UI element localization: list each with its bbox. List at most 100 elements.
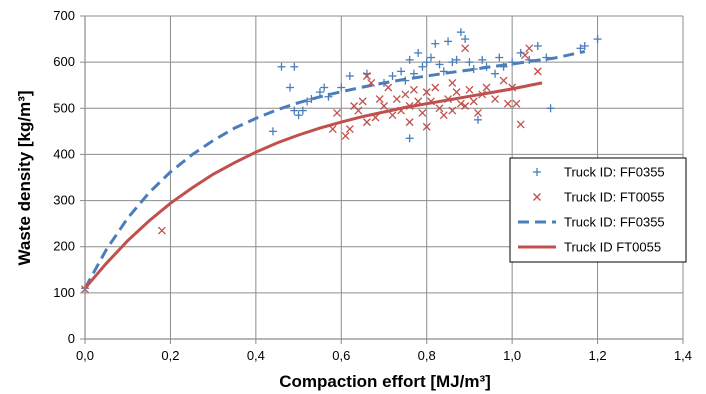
data-point-x	[456, 99, 465, 108]
data-point-plus	[268, 127, 277, 136]
data-point-x	[375, 95, 384, 104]
marker-stroke	[422, 88, 431, 97]
data-point-plus	[315, 88, 324, 97]
marker-stroke	[503, 99, 512, 108]
marker-stroke	[397, 106, 406, 115]
marker-stroke	[422, 122, 431, 131]
marker-stroke	[375, 95, 384, 104]
data-point-plus	[473, 115, 482, 124]
marker-stroke	[512, 99, 521, 108]
data-point-plus	[405, 55, 414, 64]
x-axis-title: Compaction effort [MJ/m³]	[279, 372, 491, 391]
data-point-plus	[482, 62, 491, 71]
marker-stroke	[388, 111, 397, 120]
axes: 0 100 200 300 400 500 600 700 0,0 0,2 0,4 0,6 0,8 1,0…	[53, 8, 692, 363]
data-point-x	[499, 76, 508, 85]
y-tick-label: 0	[68, 331, 75, 346]
marker-stroke	[384, 83, 393, 92]
marker-stroke	[328, 125, 337, 134]
marker-stroke	[491, 95, 500, 104]
x-tick-label: 0,2	[161, 348, 179, 363]
data-point-x	[520, 51, 529, 60]
y-tick-label: 700	[53, 8, 75, 23]
data-point-x	[448, 78, 457, 87]
data-point-plus	[388, 71, 397, 80]
data-point-plus	[461, 35, 470, 44]
marker-stroke	[358, 97, 367, 106]
data-point-plus	[542, 53, 551, 62]
data-point-plus	[324, 92, 333, 101]
data-point-plus	[307, 95, 316, 104]
data-point-plus	[418, 62, 427, 71]
y-axis-title: Waste density [kg/m³]	[15, 90, 34, 265]
legend-box	[509, 157, 687, 263]
data-point-x	[414, 97, 423, 106]
data-point-plus	[303, 97, 312, 106]
marker-stroke	[345, 125, 354, 134]
data-point-x	[448, 106, 457, 115]
x-tick-label: 0,4	[247, 348, 265, 363]
data-point-plus	[397, 67, 406, 76]
marker-stroke	[444, 95, 453, 104]
data-point-plus	[337, 83, 346, 92]
legend: Truck ID: FF0355 Truck ID: FT0055 Truck ID…	[509, 157, 687, 263]
data-point-plus	[495, 53, 504, 62]
data-point-plus	[320, 83, 329, 92]
data-point-x	[422, 88, 431, 97]
data-point-plus	[508, 58, 517, 67]
data-point-x	[157, 226, 166, 235]
data-point-x	[354, 106, 363, 115]
data-point-x	[367, 78, 376, 87]
y-tick-label: 100	[53, 285, 75, 300]
data-point-plus	[431, 39, 440, 48]
marker-stroke	[508, 83, 517, 92]
marker-stroke	[461, 102, 470, 110]
data-point-x	[465, 85, 474, 94]
marker-stroke	[350, 102, 359, 110]
legend-item: Truck ID: FF0355	[518, 215, 665, 230]
data-point-x	[452, 88, 461, 97]
y-tick-label: 400	[53, 146, 75, 161]
x-tick-label: 1,2	[589, 348, 607, 363]
marker-stroke	[435, 104, 444, 113]
data-point-plus	[426, 53, 435, 62]
y-tick-label: 200	[53, 239, 75, 254]
legend-label: Truck ID: FF0355	[564, 215, 665, 230]
marker-stroke	[516, 120, 525, 129]
data-point-x	[461, 44, 470, 53]
data-point-x	[362, 118, 371, 127]
y-tick-label: 500	[53, 100, 75, 115]
data-point-plus	[546, 104, 555, 113]
data-point-x	[371, 113, 380, 122]
data-point-plus	[469, 65, 478, 74]
data-point-plus	[439, 67, 448, 76]
data-point-x	[418, 108, 427, 117]
marker-stroke	[465, 85, 474, 94]
data-point-x	[401, 90, 410, 99]
marker-stroke	[354, 106, 363, 115]
marker-stroke	[414, 97, 423, 106]
marker-stroke	[367, 78, 376, 87]
data-point-x	[397, 106, 406, 115]
data-point-plus	[478, 55, 487, 64]
marker-stroke	[533, 193, 541, 201]
data-point-x	[405, 102, 414, 110]
data-point-plus	[409, 69, 418, 78]
x-tick-label: 1,4	[674, 348, 692, 363]
legend-label: Truck ID: FT0055	[564, 190, 665, 205]
marker-stroke	[482, 83, 491, 92]
data-point-plus	[491, 69, 500, 78]
trend-line-ft0055	[83, 81, 543, 290]
marker-stroke	[474, 108, 482, 117]
marker-stroke	[431, 83, 440, 92]
marker-stroke	[409, 85, 418, 94]
data-point-x	[431, 83, 440, 92]
data-point-x	[533, 193, 541, 201]
data-point-plus	[298, 106, 307, 115]
marker-stroke	[380, 102, 388, 110]
data-point-plus	[286, 83, 295, 92]
data-point-x	[469, 97, 478, 106]
marker-stroke	[469, 97, 478, 106]
scatter-series-ft0055	[81, 44, 542, 294]
data-point-plus	[452, 55, 461, 64]
